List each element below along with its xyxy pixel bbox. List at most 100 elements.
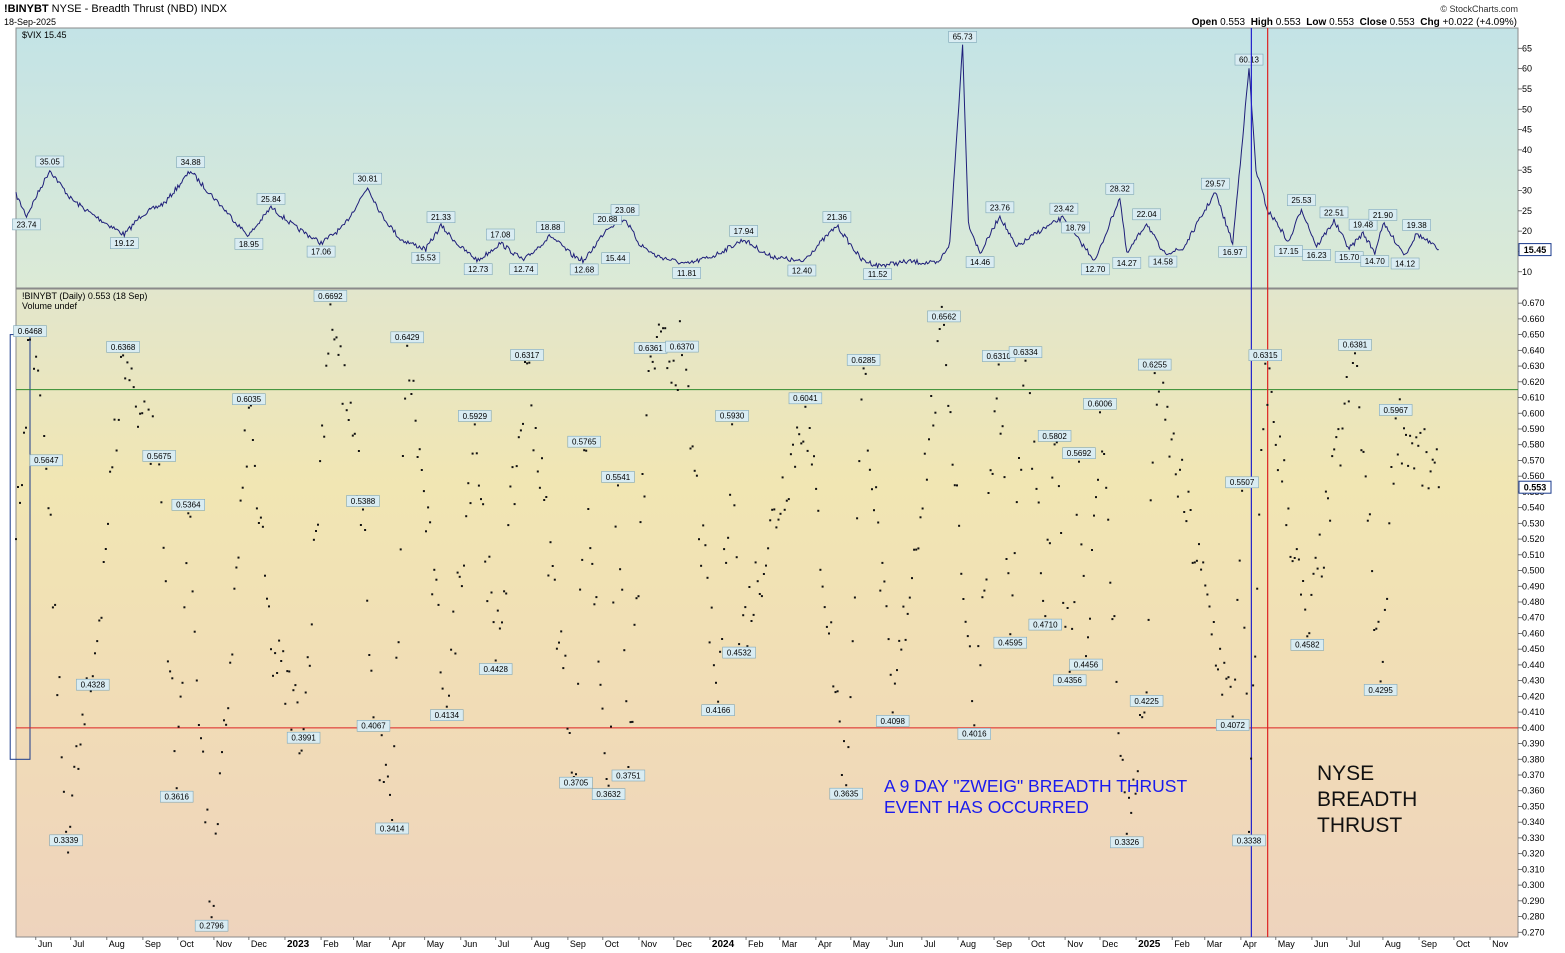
breadth-dot: [128, 379, 131, 382]
breadth-dot: [612, 601, 615, 604]
breadth-dot: [989, 469, 992, 472]
breadth-dot: [672, 359, 675, 362]
breadth-label-52-box: [1290, 638, 1325, 651]
breadth-dot: [938, 328, 941, 330]
vix-label-22-text: 11.52: [868, 270, 888, 279]
breadth-dot: [891, 711, 894, 714]
breadth-dot: [227, 707, 230, 710]
breadth-ytick-20: 0.470: [1522, 613, 1545, 623]
breadth-label-1: 0.5647: [29, 454, 63, 467]
vix-label-25-box: [985, 201, 1015, 214]
breadth-dot: [560, 630, 563, 633]
breadth-dot: [51, 606, 54, 609]
breadth-dot: [429, 521, 432, 524]
breadth-dot: [1208, 605, 1211, 608]
xtick-34: Apr: [1243, 939, 1257, 949]
breadth-dot: [879, 589, 882, 592]
vix-label-31-text: 22.04: [1137, 210, 1158, 219]
breadth-dot: [1109, 581, 1112, 584]
breadth-ytick-32: 0.590: [1522, 424, 1545, 434]
breadth-dot: [906, 612, 909, 615]
breadth-ytick-26: 0.530: [1522, 518, 1545, 528]
breadth-dot: [593, 603, 596, 606]
breadth-label-30-box: [788, 392, 823, 405]
breadth-dot: [522, 422, 524, 425]
breadth-dot: [585, 449, 588, 452]
breadth-dot: [789, 453, 792, 456]
breadth-label-3: 0.4328: [76, 678, 110, 691]
xtick-31: 2025: [1138, 939, 1161, 950]
xtick-0: Jun: [38, 939, 53, 949]
vix-ytick-4: 30: [1522, 186, 1532, 196]
breadth-dot: [397, 641, 400, 644]
breadth-dot: [1300, 593, 1302, 596]
breadth-label-2-box: [49, 834, 83, 847]
breadth-label-13: 0.4067: [356, 719, 391, 732]
breadth-dot: [821, 585, 824, 588]
breadth-dot: [1351, 362, 1354, 364]
breadth-dot: [1419, 431, 1422, 434]
breadth-dot: [1331, 455, 1334, 458]
breadth-dot: [237, 556, 240, 559]
breadth-dot: [1405, 433, 1407, 436]
vix-label-12-box: [509, 263, 539, 275]
breadth-label-39: 0.4710: [1028, 618, 1063, 631]
breadth-dot: [113, 418, 116, 421]
xtick-8: Feb: [323, 939, 339, 949]
breadth-label-2-text: 0.3339: [54, 836, 79, 845]
breadth-ytick-0: 0.270: [1522, 927, 1545, 937]
breadth-dot: [951, 463, 954, 466]
breadth-dot: [490, 591, 493, 594]
breadth-label-47-text: 0.6255: [1142, 361, 1167, 370]
vix-label-38-box: [1302, 249, 1331, 261]
breadth-dot: [645, 414, 648, 417]
breadth-dot: [836, 690, 839, 693]
breadth-dot: [629, 721, 632, 724]
volume-legend: Volume undef: [22, 301, 78, 311]
breadth-dot: [1345, 376, 1348, 378]
breadth-label-10-text: 0.3991: [291, 734, 316, 743]
breadth-label-11-box: [313, 290, 348, 302]
breadth-dot: [678, 320, 681, 323]
breadth-dot: [597, 660, 600, 663]
vix-label-12: 12.74: [509, 263, 539, 275]
breadth-dot: [885, 605, 888, 608]
breadth-dot: [1304, 608, 1307, 611]
xtick-28: Oct: [1031, 939, 1046, 949]
vix-label-23-box: [948, 30, 977, 43]
breadth-dot: [1193, 561, 1196, 564]
breadth-dot: [1437, 486, 1440, 489]
breadth-label-30: 0.6041: [788, 392, 823, 405]
breadth-dot: [913, 548, 916, 551]
breadth-label-3-box: [76, 678, 110, 691]
breadth-dot: [769, 519, 772, 522]
vix-label-33-text: 29.57: [1205, 180, 1226, 189]
breadth-dot: [1020, 468, 1023, 471]
breadth-dot: [1358, 406, 1361, 409]
breadth-dot: [65, 830, 68, 833]
breadth-dot: [637, 595, 640, 598]
vix-label-6-text: 17.06: [311, 248, 332, 257]
breadth-label-1-text: 0.5647: [34, 456, 59, 465]
breadth-dot: [1270, 390, 1273, 393]
breadth-dot: [351, 434, 354, 437]
breadth-dot: [660, 330, 662, 333]
breadth-label-52: 0.4582: [1290, 638, 1325, 651]
breadth-dot: [911, 577, 913, 580]
breadth-dot: [1396, 453, 1399, 456]
vix-label-27-text: 18.79: [1066, 223, 1087, 232]
breadth-label-1-box: [29, 454, 63, 467]
breadth-dot: [1051, 476, 1054, 479]
breadth-dot: [1268, 367, 1271, 370]
breadth-dot: [115, 449, 118, 452]
breadth-dot: [966, 635, 969, 638]
breadth-dot: [187, 512, 190, 515]
breadth-dot: [1413, 467, 1416, 470]
vix-label-4-box: [234, 238, 264, 250]
breadth-dot: [1162, 381, 1165, 384]
breadth-label-33-box: [875, 715, 910, 727]
breadth-dot: [700, 564, 703, 567]
breadth-dot: [813, 455, 815, 458]
breadth-dot: [43, 435, 46, 437]
